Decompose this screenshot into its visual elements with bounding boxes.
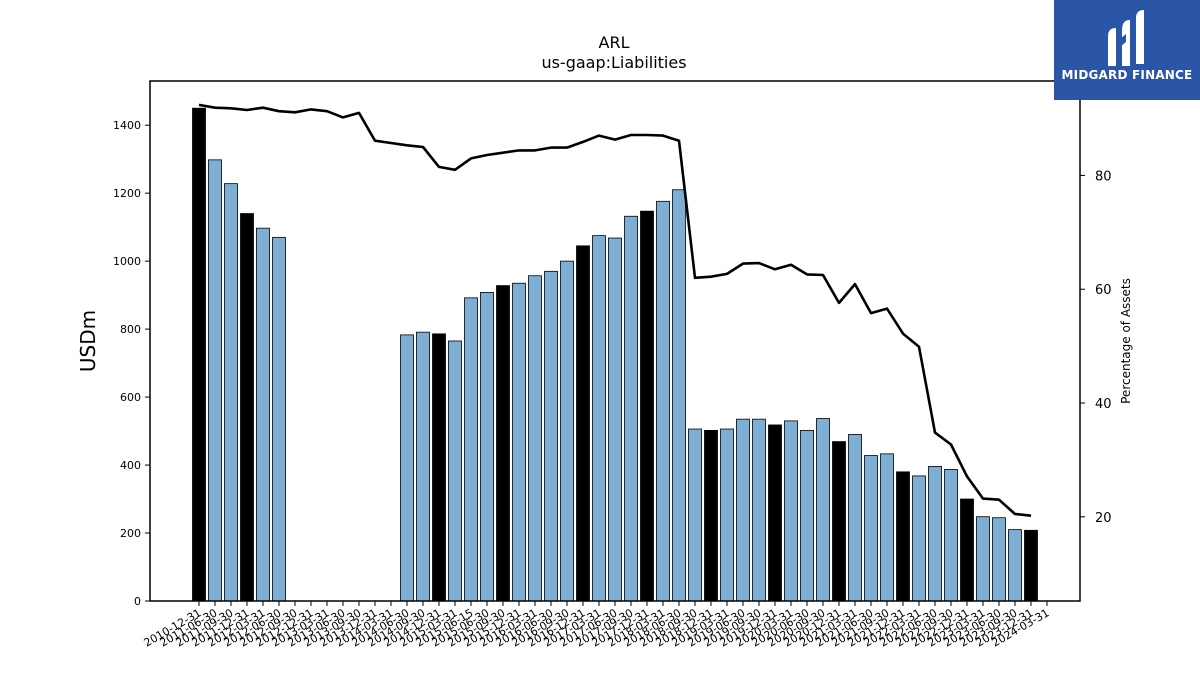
bar-2020-03-31 <box>784 420 798 602</box>
y2-axis-label: Percentage of Assets <box>1119 278 1133 404</box>
bar-2011-06-30 <box>208 159 222 602</box>
y-tick-label: 1000 <box>113 255 141 268</box>
bar-2017-06-30 <box>608 237 622 602</box>
bar-2022-03-31 <box>912 475 926 602</box>
y-tick-label: 0 <box>134 595 141 608</box>
bar-2011-09-30 <box>224 183 238 602</box>
bar-2021-09-30 <box>880 453 894 602</box>
bar-2012-03-31 <box>256 227 270 602</box>
bar-2014-09-30 <box>416 331 430 602</box>
bar-2019-03-31 <box>720 428 734 602</box>
bar-2018-06-30 <box>672 189 686 602</box>
bar-2014-12-31 <box>432 333 446 602</box>
y2-tick-label: 60 <box>1095 283 1112 298</box>
y2-tick-label: 40 <box>1095 397 1112 412</box>
bar-2021-06-30 <box>864 455 878 602</box>
axes-group: 0200400600800100012001400204060802010-12… <box>113 119 1112 649</box>
bar-2020-12-31 <box>832 441 846 602</box>
bar-2016-03-31 <box>528 275 542 602</box>
bar-2018-03-31 <box>656 200 670 602</box>
bar-2018-12-31 <box>704 429 718 602</box>
y-tick-label: 200 <box>120 527 141 540</box>
y-tick-label: 800 <box>120 323 141 336</box>
y-tick-label: 1400 <box>113 119 141 132</box>
bar-2023-12-31 <box>1024 529 1038 602</box>
bar-2023-03-31 <box>976 516 990 602</box>
bar-2020-09-30 <box>816 418 830 602</box>
bar-2023-09-30 <box>1008 529 1022 602</box>
bar-2015-12-31 <box>512 282 526 602</box>
y-tick-label: 600 <box>120 391 141 404</box>
brand-logo: MIDGARD FINANCE <box>1054 0 1200 100</box>
bar-2022-12-31 <box>960 498 974 602</box>
bar-2017-09-30 <box>624 215 638 602</box>
bar-2022-09-30 <box>944 469 958 602</box>
bar-2015-09-30 <box>496 285 510 602</box>
brand-mark-icon <box>1108 10 1144 66</box>
y-tick-label: 400 <box>120 459 141 472</box>
y-tick-label: 1200 <box>113 187 141 200</box>
bar-2016-09-30 <box>560 260 574 602</box>
bar-2022-06-30 <box>928 466 942 602</box>
chart-title: ARL <box>599 33 630 52</box>
bar-2018-09-30 <box>688 428 702 602</box>
bar-2019-09-30 <box>752 418 766 602</box>
chart-subtitle: us-gaap:Liabilities <box>541 53 686 72</box>
bar-2015-03-31 <box>448 340 462 602</box>
bar-2012-06-30 <box>272 236 286 602</box>
line-series-percentage <box>198 103 1032 517</box>
bar-2011-12-31 <box>240 213 254 602</box>
y2-tick-label: 20 <box>1095 511 1112 526</box>
brand-name: MIDGARD FINANCE <box>1061 68 1193 82</box>
bar-2015-06-15 <box>464 297 478 602</box>
bar-2015-06-30 <box>480 291 494 602</box>
y-axis-label: USDm <box>76 310 100 372</box>
plot-frame <box>149 80 1081 602</box>
bar-2017-03-31 <box>592 235 606 602</box>
bar-2019-06-30 <box>736 418 750 602</box>
bar-2020-06-30 <box>800 429 814 602</box>
bar-2014-06-30 <box>400 334 414 602</box>
bar-2016-06-30 <box>544 270 558 602</box>
bar-2021-12-31 <box>896 471 910 602</box>
bar-2010-12-31 <box>192 107 206 602</box>
bar-2023-06-30 <box>992 517 1006 602</box>
bar-2017-12-31 <box>640 210 654 602</box>
bar-2019-12-31 <box>768 424 782 602</box>
bars-group <box>192 107 1038 602</box>
bar-2016-12-31 <box>576 245 590 602</box>
bar-2021-03-31 <box>848 434 862 602</box>
y2-tick-label: 80 <box>1095 169 1112 184</box>
line-layer <box>198 103 1032 517</box>
